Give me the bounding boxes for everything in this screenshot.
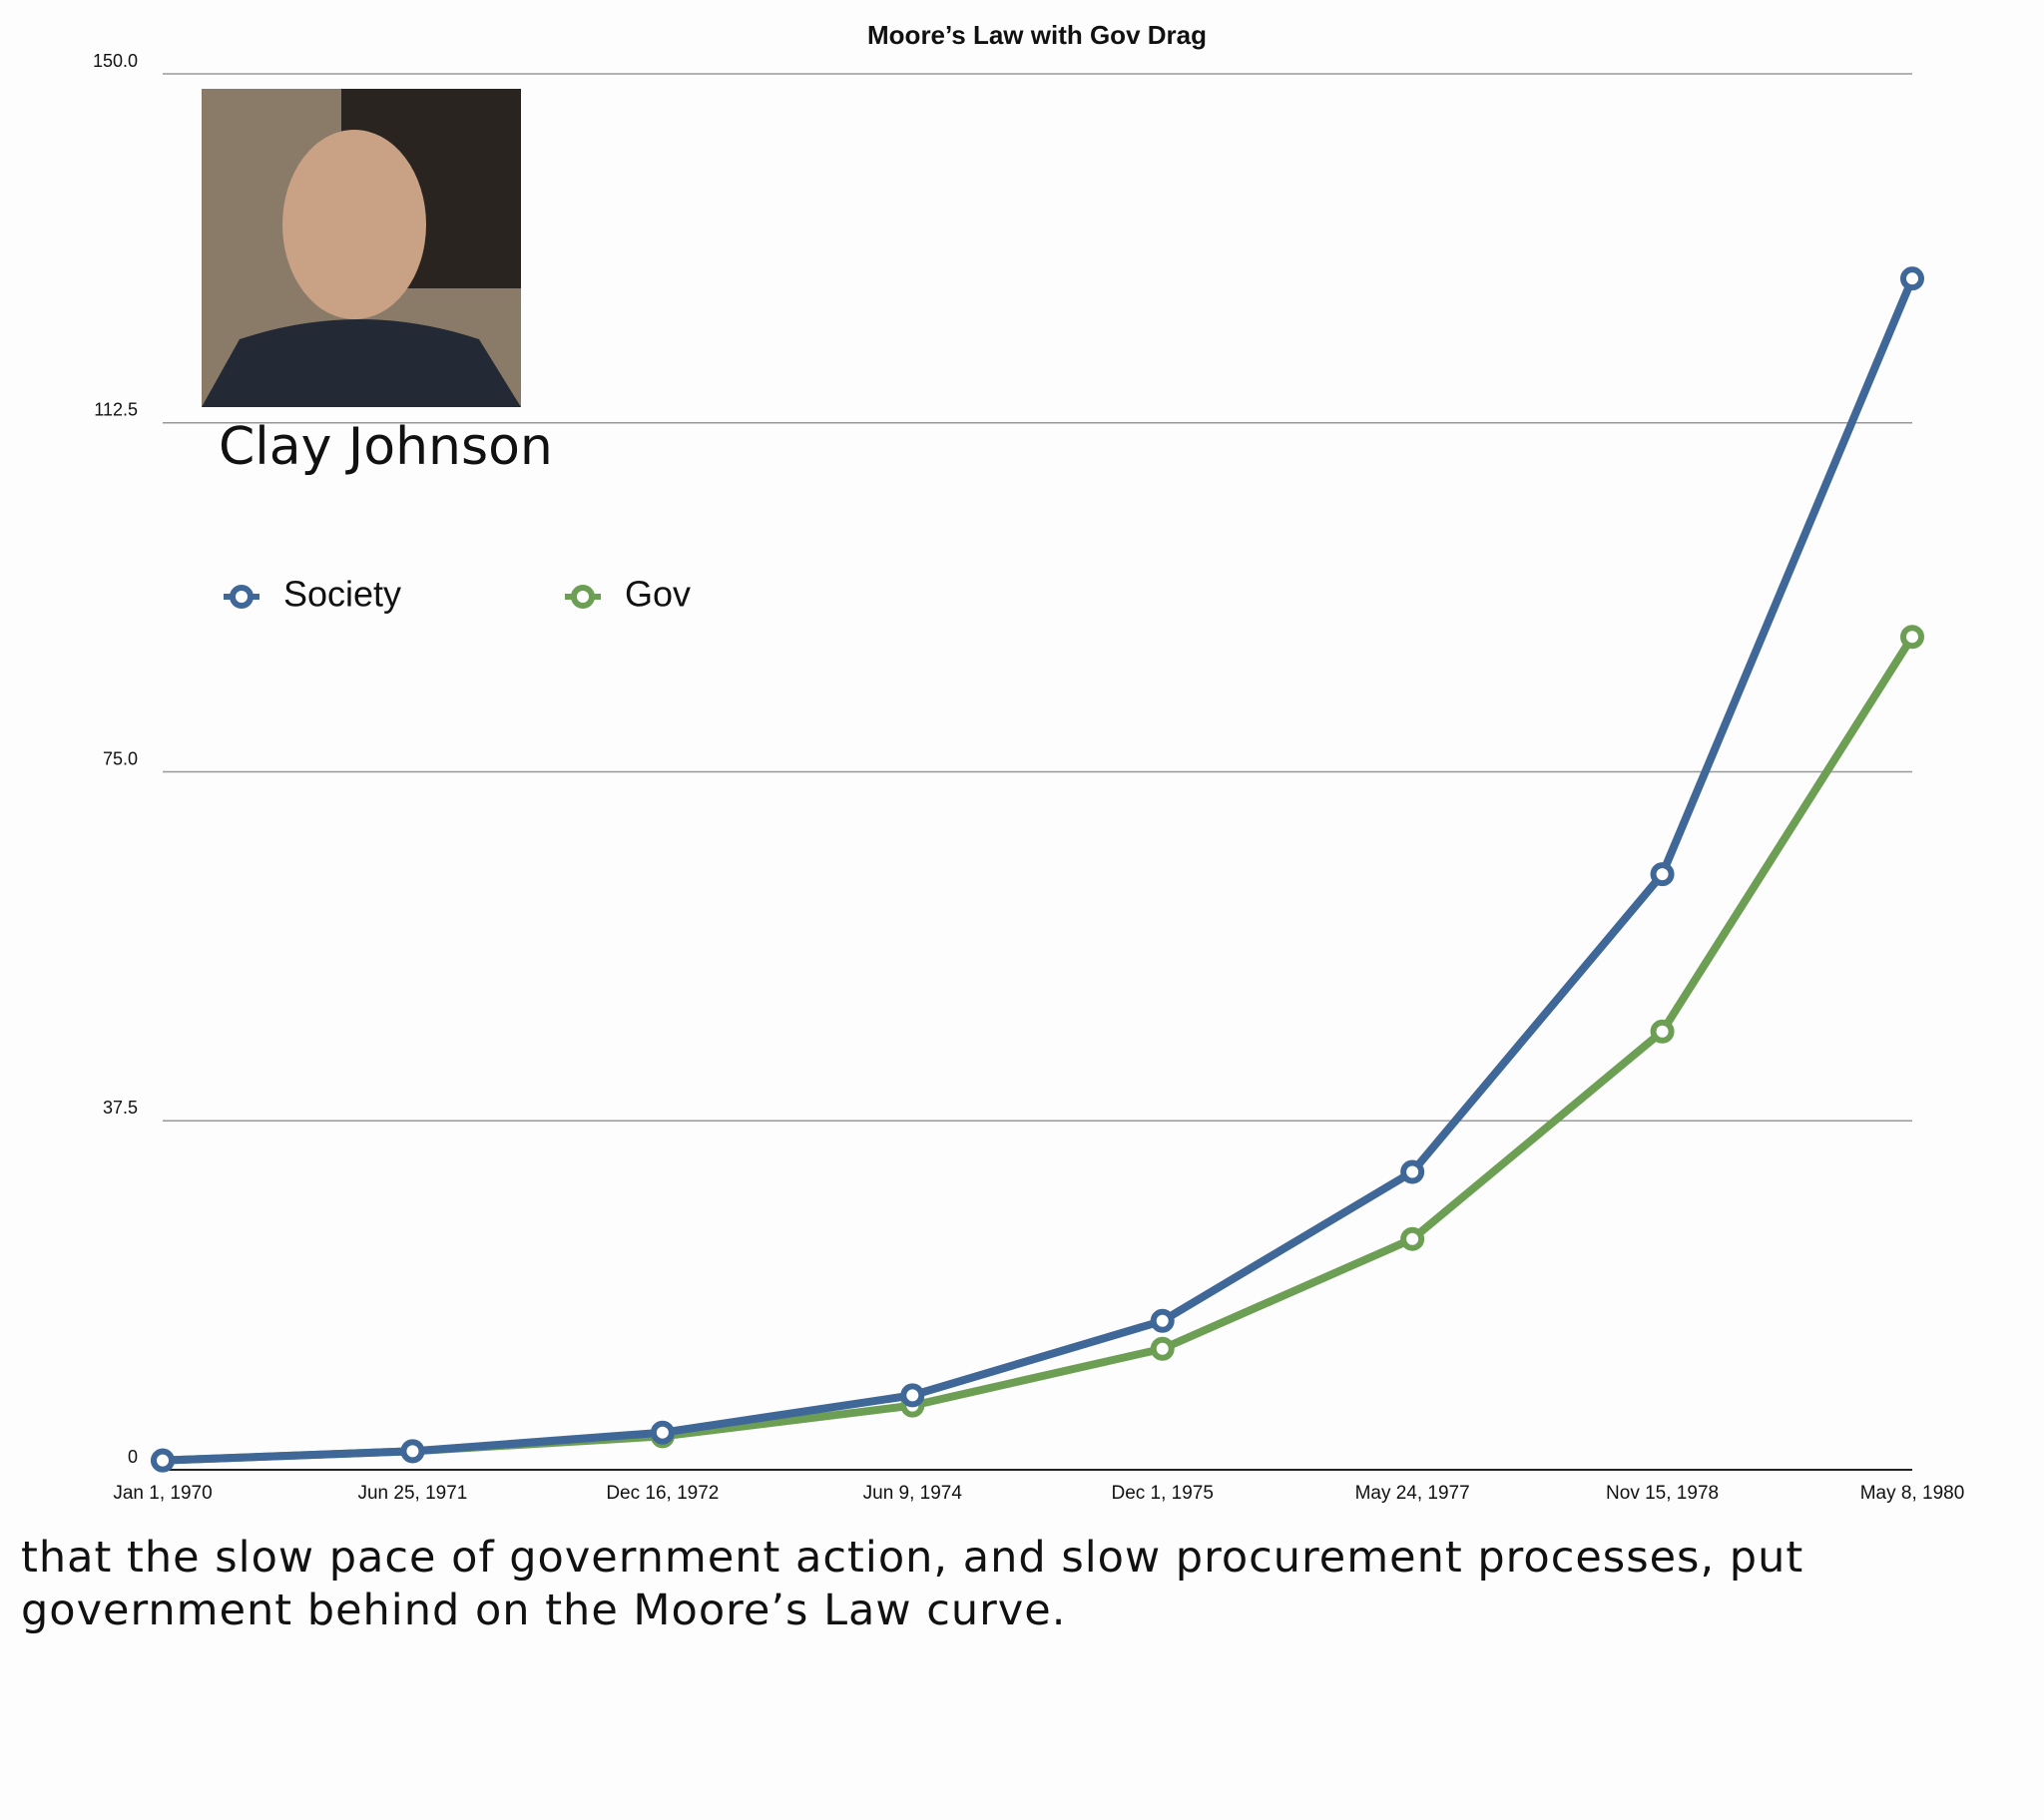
data-point — [1900, 625, 1924, 650]
legend-swatch — [230, 585, 254, 609]
x-tick-label: Jun 25, 1971 — [357, 1483, 467, 1504]
x-tick-label: Dec 16, 1972 — [606, 1483, 719, 1504]
chart-title: Moore’s Law with Gov Drag — [867, 20, 1207, 50]
data-point — [151, 1448, 175, 1473]
photo-face — [282, 130, 426, 319]
data-point — [400, 1439, 425, 1464]
data-point — [1400, 1226, 1425, 1251]
legend-label: Society — [283, 574, 401, 615]
data-point — [1650, 1019, 1675, 1044]
y-tick-label: 0 — [128, 1447, 138, 1467]
y-tick-label: 150.0 — [93, 51, 138, 71]
data-point — [650, 1420, 675, 1445]
x-tick-label: Nov 15, 1978 — [1606, 1483, 1719, 1504]
caption: that the slow pace of government action,… — [21, 1533, 1804, 1635]
x-tick-label: May 8, 1980 — [1860, 1483, 1965, 1504]
data-point — [1150, 1336, 1175, 1361]
x-tick-label: Dec 1, 1975 — [1111, 1483, 1213, 1504]
y-tick-label: 75.0 — [103, 748, 138, 768]
photo-jacket — [202, 319, 521, 407]
data-point — [1900, 266, 1924, 291]
chart: Moore’s Law with Gov Drag Clay Johnson 0… — [93, 20, 1965, 1504]
x-tick-label: Jun 9, 1974 — [863, 1483, 963, 1504]
data-point — [1400, 1159, 1425, 1184]
y-tick-label: 112.5 — [94, 400, 138, 420]
data-point — [1150, 1308, 1175, 1333]
x-tick-label: May 24, 1977 — [1355, 1483, 1470, 1504]
series-line — [162, 635, 1916, 1465]
photo — [202, 89, 521, 407]
data-point — [1650, 862, 1675, 887]
data-point — [900, 1383, 925, 1408]
x-tick-label: Jan 1, 1970 — [113, 1483, 212, 1504]
legend-swatch — [571, 585, 595, 609]
series-line — [162, 276, 1916, 1465]
photo-name: Clay Johnson — [219, 417, 553, 477]
y-tick-label: 37.5 — [103, 1098, 138, 1118]
legend-label: Gov — [625, 574, 691, 615]
